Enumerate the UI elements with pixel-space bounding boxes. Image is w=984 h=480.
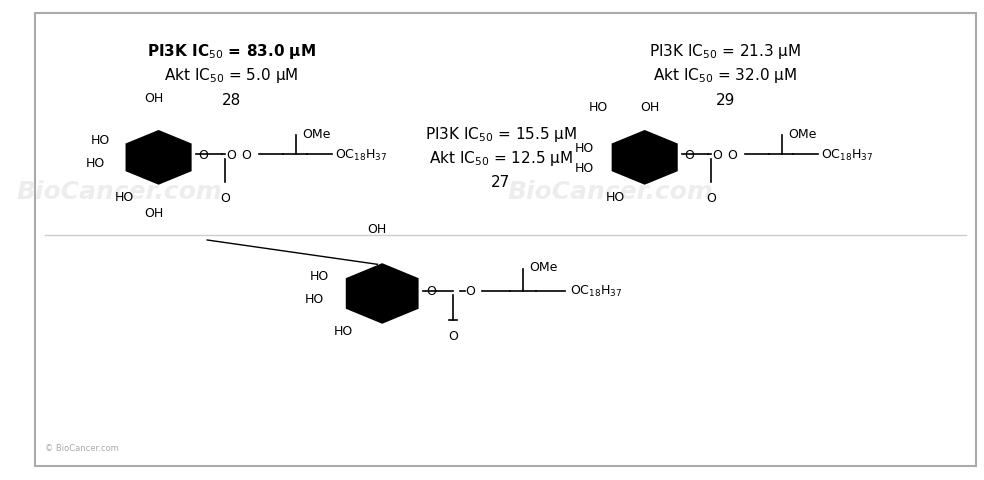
Text: O: O: [712, 149, 722, 162]
Text: OH: OH: [144, 206, 163, 219]
Text: 27: 27: [491, 175, 511, 190]
Text: HO: HO: [588, 101, 608, 114]
Text: HO: HO: [91, 134, 110, 147]
Text: O: O: [727, 149, 737, 162]
Text: HO: HO: [334, 324, 353, 337]
Polygon shape: [613, 132, 677, 184]
Text: OMe: OMe: [529, 260, 557, 273]
Text: OC$_{18}$H$_{37}$: OC$_{18}$H$_{37}$: [335, 147, 387, 163]
Text: HO: HO: [310, 270, 329, 283]
Text: OC$_{18}$H$_{37}$: OC$_{18}$H$_{37}$: [570, 283, 622, 299]
Text: 28: 28: [221, 92, 241, 108]
Text: HO: HO: [115, 191, 134, 204]
Text: Akt IC$_{50}$ = 32.0 μM: Akt IC$_{50}$ = 32.0 μM: [653, 66, 797, 85]
Text: PI3K IC$_{50}$ = 21.3 μM: PI3K IC$_{50}$ = 21.3 μM: [649, 42, 802, 61]
Text: O: O: [426, 285, 436, 298]
Text: O: O: [464, 285, 474, 298]
Text: HO: HO: [305, 292, 324, 305]
Text: © BioCancer.com: © BioCancer.com: [45, 443, 119, 452]
Text: OMe: OMe: [788, 127, 817, 140]
Text: PI3K IC$_{50}$ = 15.5 μM: PI3K IC$_{50}$ = 15.5 μM: [425, 124, 577, 143]
Text: BioCancer.com: BioCancer.com: [17, 180, 222, 204]
Text: O: O: [219, 192, 229, 205]
Text: OMe: OMe: [302, 127, 331, 140]
Text: 29: 29: [715, 92, 735, 108]
Text: HO: HO: [86, 156, 105, 169]
Text: BioCancer.com: BioCancer.com: [508, 180, 713, 204]
Text: OH: OH: [144, 92, 163, 105]
Text: PI3K IC$_{50}$ = 83.0 μM: PI3K IC$_{50}$ = 83.0 μM: [147, 42, 316, 61]
Text: O: O: [199, 149, 209, 162]
Text: Akt IC$_{50}$ = 12.5 μM: Akt IC$_{50}$ = 12.5 μM: [429, 148, 573, 168]
Text: OH: OH: [368, 223, 387, 236]
Text: Akt IC$_{50}$ = 5.0 μM: Akt IC$_{50}$ = 5.0 μM: [164, 66, 299, 85]
Text: O: O: [685, 149, 695, 162]
Polygon shape: [127, 132, 191, 184]
Text: HO: HO: [575, 142, 594, 155]
Text: OC$_{18}$H$_{37}$: OC$_{18}$H$_{37}$: [821, 147, 873, 163]
Text: O: O: [449, 330, 459, 343]
Text: O: O: [706, 192, 715, 205]
Text: O: O: [226, 149, 236, 162]
Text: O: O: [241, 149, 251, 162]
Text: HO: HO: [575, 161, 594, 174]
Text: OH: OH: [640, 101, 659, 114]
Text: HO: HO: [606, 191, 625, 204]
Polygon shape: [346, 265, 417, 323]
